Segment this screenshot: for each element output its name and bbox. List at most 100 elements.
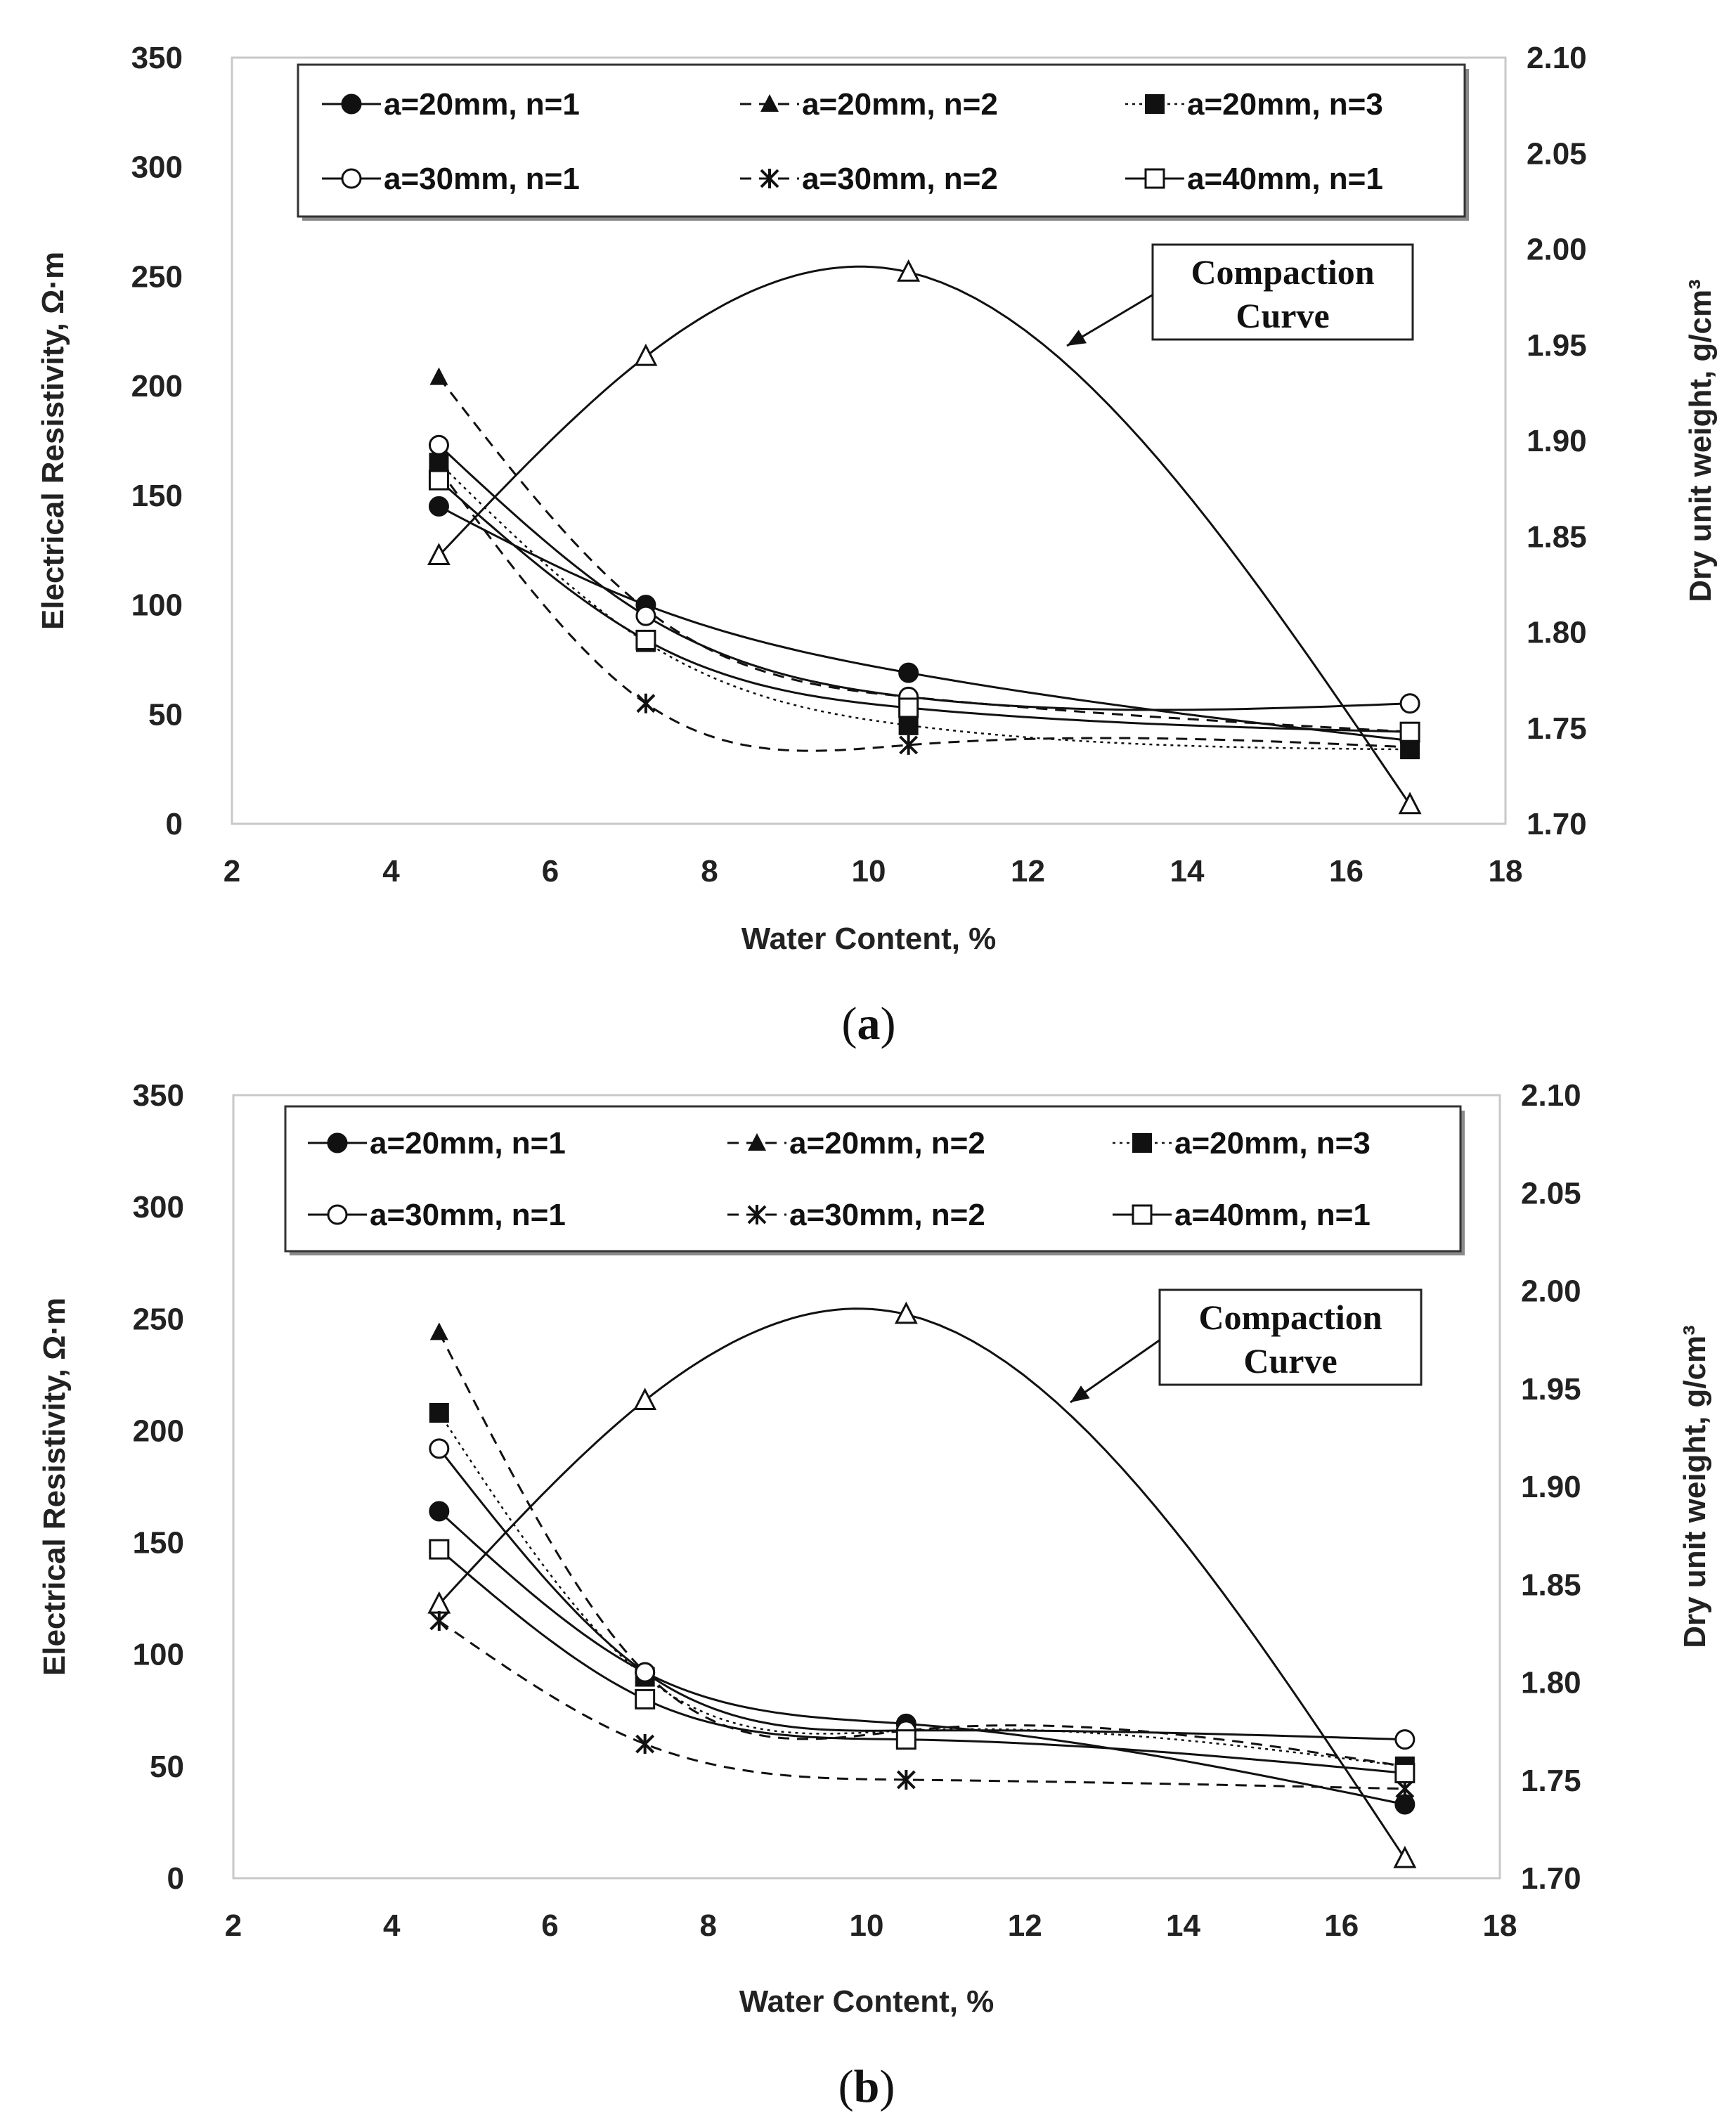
data-point	[635, 1688, 656, 1709]
y-tick-label: 200	[131, 369, 183, 403]
data-point	[429, 1539, 450, 1560]
y2-tick-label: 1.80	[1521, 1666, 1581, 1700]
y2-tick-label: 1.70	[1527, 807, 1587, 841]
legend-marker	[1132, 1133, 1152, 1153]
legend-label: a=40mm, n=1	[1187, 162, 1383, 196]
y2-tick-label: 1.95	[1527, 328, 1587, 363]
compaction-label-line2: Curve	[1243, 1341, 1337, 1381]
y2-tick-label: 1.95	[1521, 1372, 1581, 1407]
y-tick-label: 350	[133, 1078, 184, 1113]
compaction-annotation: Compaction Curve	[1066, 243, 1414, 347]
y2-tick-label: 2.10	[1521, 1078, 1581, 1113]
y-tick-label: 300	[133, 1190, 184, 1224]
x-axis-title: Water Content, %	[739, 1984, 995, 2019]
data-point	[635, 1734, 655, 1754]
compaction-curve-line	[438, 265, 1411, 806]
y2-tick-label: 2.00	[1521, 1274, 1581, 1309]
series-line	[438, 444, 1411, 711]
legend: a=20mm, n=1 a=20mm, n=2 a=20mm, n=3 a=30mm,…	[284, 1105, 1465, 1255]
compaction-curve-line	[438, 1307, 1406, 1860]
y-tick-label: 100	[133, 1638, 184, 1672]
x-tick-label: 18	[1489, 854, 1523, 888]
x-tick-label: 6	[542, 854, 559, 888]
y-tick-label: 250	[133, 1302, 184, 1336]
legend-marker	[1145, 94, 1165, 114]
legend-label: a=20mm, n=2	[789, 1126, 985, 1161]
data-point	[429, 1438, 450, 1459]
data-point	[429, 1402, 449, 1423]
y2-tick-label: 1.85	[1521, 1568, 1581, 1602]
compaction-label-box	[1158, 1288, 1423, 1386]
legend-marker	[1144, 168, 1165, 189]
legend-label: a=20mm, n=1	[384, 87, 580, 122]
data-point	[429, 367, 448, 385]
legend-marker	[327, 1204, 348, 1225]
x-tick-label: 14	[1170, 854, 1205, 888]
plot-area	[231, 56, 1507, 825]
y-axis-title: Electrical Resistivity, Ω·m	[36, 252, 70, 630]
x-tick-label: 12	[1008, 1908, 1042, 1943]
legend-item: a=20mm, n=2	[727, 1126, 985, 1161]
legend-label: a=30mm, n=2	[802, 162, 998, 196]
legend-box	[284, 1105, 1462, 1253]
chart-a: 2 4 6 8 10 12 14 16 18 0 50 100 150 200 250 300 350 1.70 1…	[36, 41, 1718, 1049]
compaction-point	[633, 1388, 657, 1410]
data-point	[635, 1662, 656, 1683]
data-point	[429, 1501, 450, 1522]
data-point	[898, 715, 919, 735]
data-point	[898, 662, 919, 683]
legend-marker	[748, 1133, 766, 1151]
legend-label: a=30mm, n=1	[384, 162, 580, 196]
legend-item: a=30mm, n=1	[322, 162, 580, 196]
y2-tick-label: 1.70	[1521, 1861, 1581, 1896]
series-line	[438, 376, 1411, 733]
legend-label: a=30mm, n=2	[789, 1198, 985, 1232]
y-tick-label: 350	[131, 41, 183, 75]
legend-item: a=20mm, n=1	[322, 87, 580, 122]
y-tick-label: 0	[167, 1861, 184, 1896]
legend-item: a=20mm, n=1	[308, 1126, 566, 1161]
compaction-annotation: Compaction Curve	[1070, 1288, 1423, 1404]
data-point	[896, 1769, 916, 1790]
legend-item: a=30mm, n=1	[308, 1198, 566, 1232]
x-tick-label: 16	[1329, 854, 1363, 888]
legend-marker	[341, 168, 362, 189]
data-point	[1394, 1762, 1416, 1783]
legend: a=20mm, n=1 a=20mm, n=2 a=20mm, n=3 a=30mm,…	[297, 63, 1469, 221]
legend-marker	[760, 94, 779, 112]
y2-tick-label: 1.90	[1527, 424, 1587, 458]
x-tick-label: 10	[852, 854, 886, 888]
panel-label-a: (a)	[842, 998, 896, 1049]
series-line	[438, 1620, 1405, 1790]
legend-marker	[1132, 1204, 1153, 1225]
series-line	[438, 1412, 1406, 1768]
x-tick-label: 2	[224, 854, 240, 888]
data-point	[429, 1610, 449, 1631]
compaction-point	[894, 1301, 918, 1324]
legend-label: a=20mm, n=2	[802, 87, 998, 122]
legend-item: a=20mm, n=2	[740, 87, 998, 122]
y2-tick-label: 1.75	[1527, 711, 1587, 746]
legend-box	[297, 63, 1466, 218]
y-tick-label: 50	[148, 697, 183, 732]
data-point	[635, 605, 656, 626]
compaction-arrowhead	[1067, 330, 1087, 346]
legend-item: a=20mm, n=3	[1125, 87, 1383, 122]
legend-marker	[760, 169, 779, 188]
y-tick-label: 50	[150, 1750, 184, 1784]
x-axis-title: Water Content, %	[741, 922, 997, 956]
x-tick-label: 6	[541, 1908, 558, 1943]
y2-tick-label: 1.75	[1521, 1764, 1581, 1798]
legend-item: a=40mm, n=1	[1125, 162, 1383, 196]
series-line	[438, 1447, 1405, 1741]
legend-label: a=30mm, n=1	[370, 1198, 566, 1232]
x-tick-label: 14	[1166, 1908, 1200, 1943]
chart-b: 2 4 6 8 10 12 14 16 18 0 50 100 150 200 250 300 350 1.70 1…	[37, 1078, 1712, 2112]
data-point	[428, 496, 449, 517]
x-tick-label: 4	[382, 854, 400, 888]
y-tick-label: 0	[166, 807, 183, 841]
x-tick-label: 2	[225, 1908, 242, 1943]
x-tick-label: 8	[700, 1908, 717, 1943]
legend-item: a=40mm, n=1	[1113, 1198, 1371, 1232]
